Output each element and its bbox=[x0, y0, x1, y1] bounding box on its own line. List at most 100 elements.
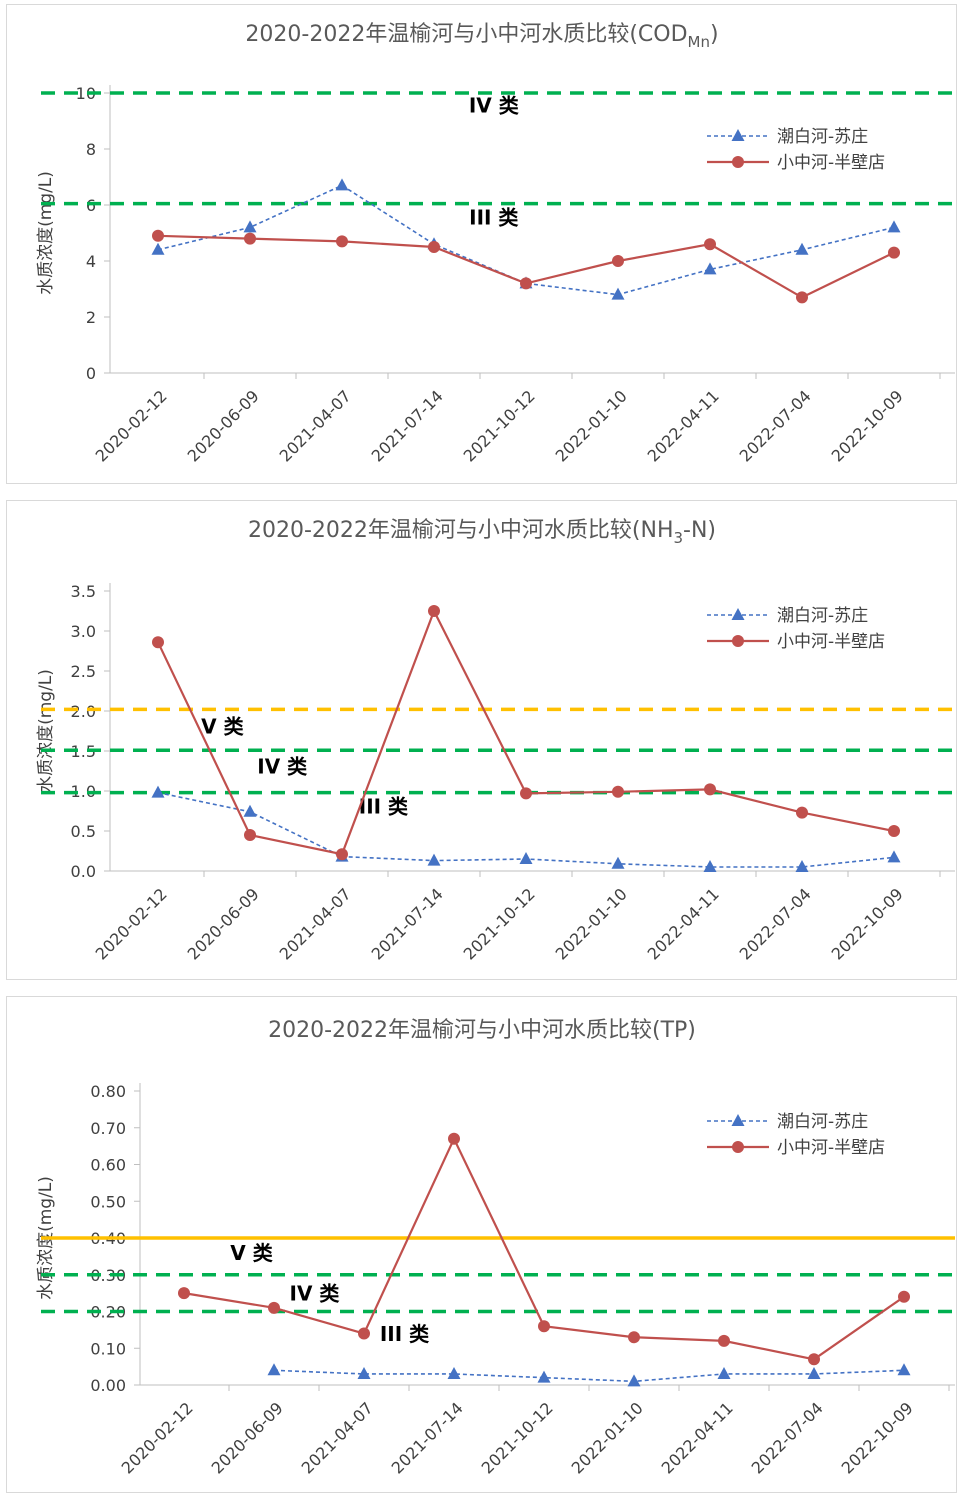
data-point bbox=[898, 1290, 910, 1303]
chart-title: 2020-2022年温榆河与小中河水质比较(TP) bbox=[268, 1018, 696, 1043]
x-tick-label: 2022-07-04 bbox=[748, 1398, 827, 1477]
threshold-label: V 类 bbox=[230, 1241, 272, 1265]
data-point bbox=[428, 605, 440, 617]
legend-label: 潮白河-苏庄 bbox=[777, 1112, 868, 1132]
chart-panel-cod: 2020-2022年温榆河与小中河水质比较(CODMn) 水质浓度(mg/L) 0 2… bbox=[6, 4, 957, 484]
legend-label: 小中河-半壁店 bbox=[777, 632, 885, 652]
data-point bbox=[887, 850, 901, 863]
data-point bbox=[703, 262, 717, 275]
x-tick-label: 2020-02-12 bbox=[92, 884, 171, 963]
y-tick-label: 1.0 bbox=[71, 782, 96, 801]
data-point bbox=[428, 241, 440, 253]
data-point bbox=[808, 1353, 820, 1366]
x-tick-label: 2021-04-07 bbox=[276, 386, 355, 465]
x-tick-label: 2021-07-14 bbox=[388, 1398, 467, 1477]
x-tick-label: 2020-02-12 bbox=[92, 386, 171, 465]
data-point bbox=[796, 806, 808, 819]
x-tick-label: 2022-07-04 bbox=[736, 884, 815, 963]
y-tick-label: 0.60 bbox=[90, 1156, 126, 1175]
data-point bbox=[243, 220, 257, 233]
data-point bbox=[611, 856, 625, 869]
y-tick-label: 0.10 bbox=[90, 1339, 126, 1358]
y-tick-label: 8 bbox=[86, 140, 96, 159]
data-point bbox=[152, 636, 164, 649]
data-point bbox=[357, 1366, 371, 1379]
y-tick-label: 0.70 bbox=[90, 1119, 126, 1138]
data-point bbox=[537, 1370, 551, 1383]
legend-label: 小中河-半壁店 bbox=[777, 153, 885, 173]
x-tick-label: 2022-10-09 bbox=[838, 1398, 917, 1477]
y-tick-label: 0.5 bbox=[71, 822, 96, 841]
x-tick-label: 2022-04-11 bbox=[644, 386, 723, 465]
legend-label: 小中河-半壁店 bbox=[777, 1138, 885, 1158]
x-tick-label: 2022-04-11 bbox=[658, 1398, 737, 1477]
data-point bbox=[795, 242, 809, 255]
x-tick-label: 2020-06-09 bbox=[184, 386, 263, 465]
x-tick-label: 2021-10-12 bbox=[460, 884, 539, 963]
y-tick-label: 4 bbox=[86, 252, 96, 271]
chart-panel-tp: 2020-2022年温榆河与小中河水质比较(TP) 水质浓度(mg/L) 0.00 0… bbox=[6, 996, 957, 1493]
x-tick-label: 2021-10-12 bbox=[460, 386, 539, 465]
y-tick-label: 6 bbox=[86, 196, 96, 215]
y-tick-label: 0.00 bbox=[90, 1376, 126, 1395]
y-tick-label: 0.50 bbox=[90, 1192, 126, 1211]
legend-marker bbox=[732, 1141, 744, 1153]
data-point bbox=[358, 1327, 370, 1340]
data-point bbox=[538, 1320, 550, 1333]
y-axis-label: 水质浓度(mg/L) bbox=[36, 171, 56, 295]
chart-panel-nh3n: 2020-2022年温榆河与小中河水质比较(NH3-N) 水质浓度(mg/L) 0.… bbox=[6, 500, 957, 980]
data-point bbox=[151, 785, 165, 798]
threshold-label: III 类 bbox=[359, 794, 408, 818]
x-tick-label: 2022-01-10 bbox=[552, 884, 631, 963]
y-tick-label: 2.5 bbox=[71, 662, 96, 681]
data-point bbox=[627, 1374, 641, 1387]
chart-nh3n: 2020-2022年温榆河与小中河水质比较(NH3-N) 水质浓度(mg/L) 0.… bbox=[36, 518, 955, 964]
y-axis-label: 水质浓度(mg/L) bbox=[36, 669, 56, 793]
data-point bbox=[152, 229, 164, 242]
y-tick-label: 2 bbox=[86, 308, 96, 327]
data-point bbox=[888, 825, 900, 837]
threshold-label: V 类 bbox=[201, 714, 243, 738]
legend-label: 潮白河-苏庄 bbox=[777, 606, 868, 626]
data-point bbox=[718, 1334, 730, 1347]
data-point bbox=[897, 1363, 911, 1376]
data-point bbox=[796, 291, 808, 304]
x-tick-label: 2022-10-09 bbox=[828, 386, 907, 465]
threshold-label: IV 类 bbox=[257, 754, 307, 778]
chart-title: 2020-2022年温榆河与小中河水质比较(NH3-N) bbox=[248, 518, 716, 547]
y-tick-label: 0.30 bbox=[90, 1266, 126, 1285]
data-point bbox=[336, 235, 348, 248]
x-tick-label: 2020-02-12 bbox=[118, 1398, 197, 1477]
data-point bbox=[888, 246, 900, 259]
data-point bbox=[612, 785, 624, 798]
data-point bbox=[520, 787, 532, 800]
chart-cod: 2020-2022年温榆河与小中河水质比较(CODMn) 水质浓度(mg/L) 0 2… bbox=[36, 22, 955, 466]
data-point bbox=[519, 852, 533, 864]
data-point bbox=[178, 1287, 190, 1300]
x-tick-label: 2022-01-10 bbox=[568, 1398, 647, 1477]
data-point bbox=[244, 232, 256, 245]
legend-marker bbox=[731, 129, 745, 141]
series-line bbox=[273, 1369, 905, 1383]
data-point bbox=[244, 829, 256, 841]
x-tick-label: 2021-04-07 bbox=[298, 1398, 377, 1477]
x-tick-label: 2021-07-14 bbox=[368, 386, 447, 465]
data-point bbox=[628, 1331, 640, 1344]
chart-title: 2020-2022年温榆河与小中河水质比较(CODMn) bbox=[245, 22, 718, 51]
y-tick-label: 3.0 bbox=[71, 622, 96, 641]
y-tick-label: 3.5 bbox=[71, 582, 96, 601]
x-tick-label: 2020-06-09 bbox=[184, 884, 263, 963]
legend-marker bbox=[732, 635, 744, 647]
threshold-label: III 类 bbox=[469, 206, 518, 230]
data-point bbox=[448, 1132, 460, 1145]
data-point bbox=[703, 860, 717, 872]
x-tick-label: 2022-07-04 bbox=[736, 386, 815, 465]
data-point bbox=[795, 860, 809, 872]
data-point bbox=[611, 287, 625, 300]
x-tick-label: 2022-04-11 bbox=[644, 884, 723, 963]
data-point bbox=[887, 220, 901, 233]
data-point bbox=[447, 1366, 461, 1379]
data-point bbox=[268, 1301, 280, 1314]
data-point bbox=[807, 1366, 821, 1379]
y-tick-label: 0.20 bbox=[90, 1303, 126, 1322]
